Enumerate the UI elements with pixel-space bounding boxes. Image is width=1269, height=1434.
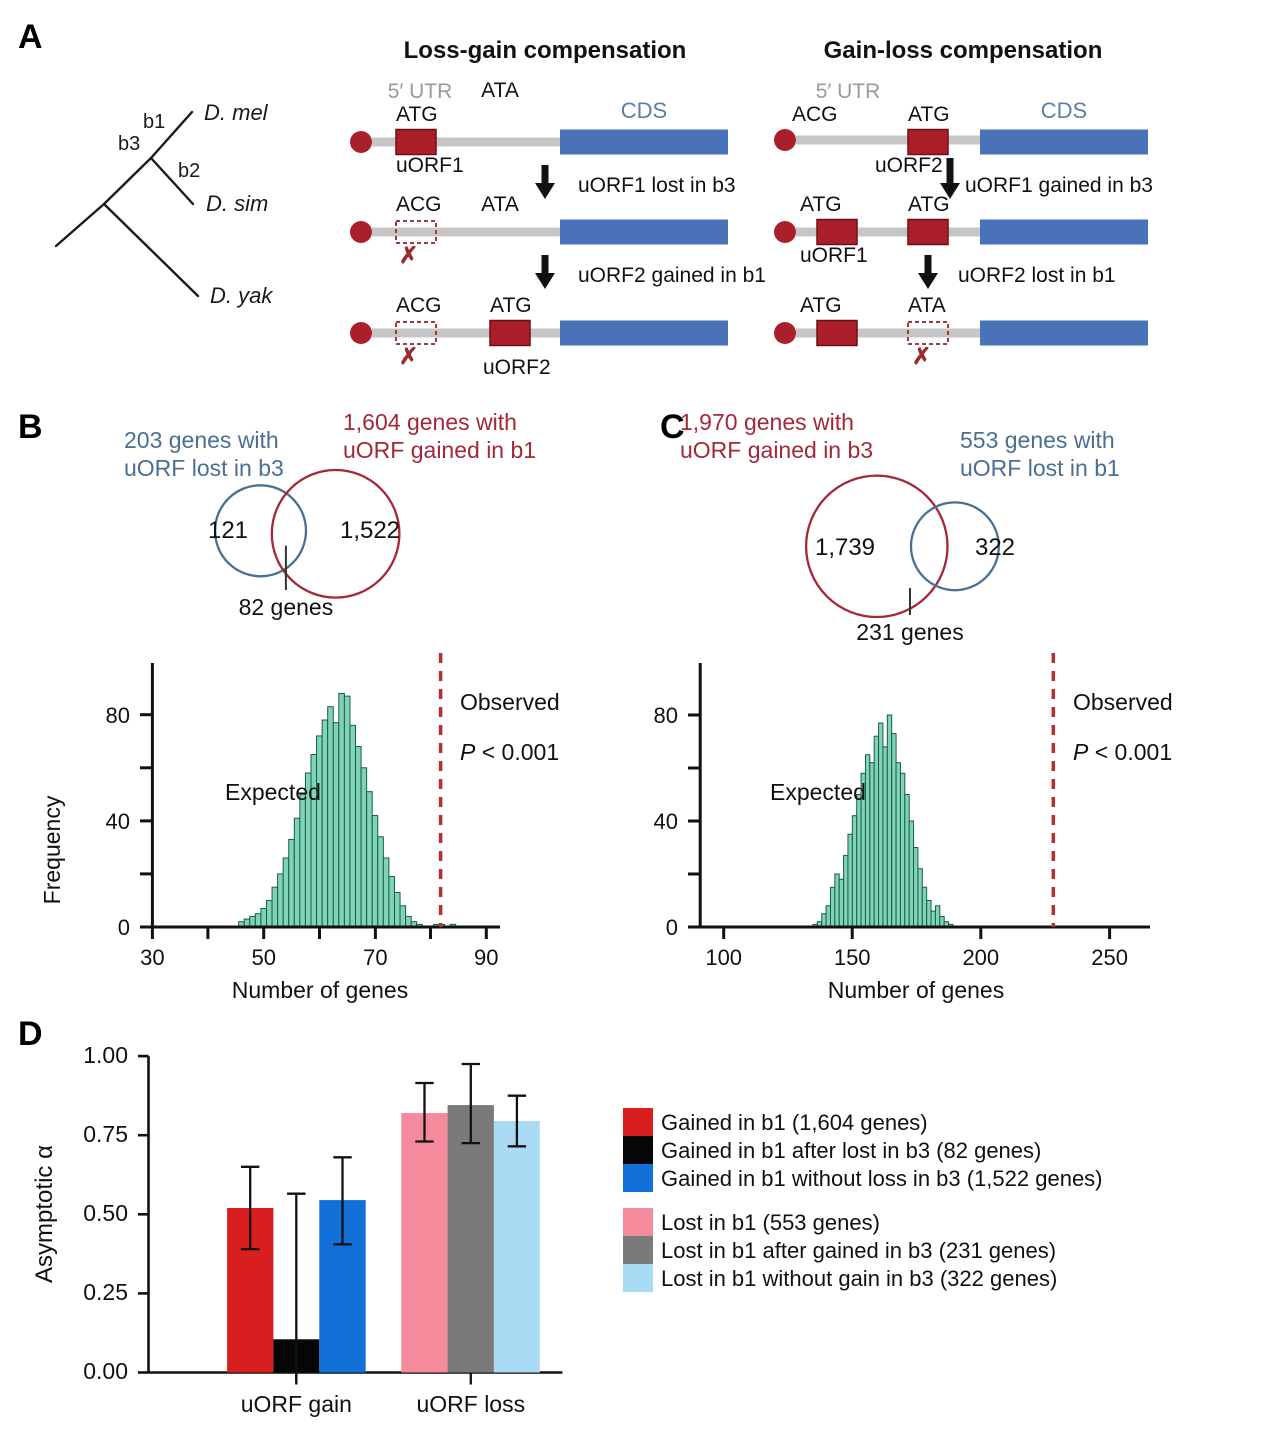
svg-text:40: 40	[654, 809, 678, 834]
svg-text:150: 150	[834, 945, 871, 970]
svg-text:Expected: Expected	[770, 779, 866, 805]
svg-text:0: 0	[118, 915, 130, 940]
svg-text:uORF loss: uORF loss	[416, 1391, 525, 1417]
svg-text:uORF gain: uORF gain	[241, 1391, 352, 1417]
svg-text:Gained in b1 without loss in b: Gained in b1 without loss in b3 (1,522 g…	[661, 1166, 1103, 1191]
svg-text:80: 80	[654, 703, 678, 728]
svg-text:5′ UTR: 5′ UTR	[388, 80, 453, 103]
svg-text:5′ UTR: 5′ UTR	[816, 80, 881, 103]
svg-text:0.75: 0.75	[83, 1121, 128, 1147]
svg-text:0: 0	[666, 915, 678, 940]
svg-text:ATA: ATA	[481, 193, 519, 216]
svg-text:CDS: CDS	[621, 98, 667, 123]
svg-text:0.50: 0.50	[83, 1200, 128, 1226]
svg-text:40: 40	[106, 809, 130, 834]
svg-text:30: 30	[140, 945, 164, 970]
svg-text:200: 200	[962, 945, 999, 970]
svg-text:Lost in b1 without gain in b3: Lost in b1 without gain in b3 (322 genes…	[661, 1266, 1057, 1291]
svg-text:ATG: ATG	[396, 103, 438, 126]
svg-text:P < 0.001: P < 0.001	[1073, 739, 1172, 765]
svg-text:Expected: Expected	[225, 779, 321, 805]
svg-text:0.25: 0.25	[83, 1279, 128, 1305]
svg-text:ATG: ATG	[908, 103, 950, 126]
svg-text:250: 250	[1091, 945, 1128, 970]
svg-text:0.00: 0.00	[83, 1358, 128, 1384]
svg-text:ACG: ACG	[396, 193, 442, 216]
svg-text:82 genes: 82 genes	[239, 594, 334, 620]
svg-text:Lost in b1 after gained in b3: Lost in b1 after gained in b3 (231 genes…	[661, 1238, 1056, 1263]
svg-text:Loss-gain compensation: Loss-gain compensation	[404, 37, 687, 64]
svg-text:uORF1 gained in b3: uORF1 gained in b3	[965, 174, 1153, 197]
svg-text:Gained in b1 (1,604 genes): Gained in b1 (1,604 genes)	[661, 1110, 928, 1135]
svg-text:1.00: 1.00	[83, 1042, 128, 1068]
svg-text:ATA: ATA	[908, 294, 946, 317]
svg-text:Lost in b1 (553 genes): Lost in b1 (553 genes)	[661, 1210, 880, 1235]
svg-text:P < 0.001: P < 0.001	[460, 739, 559, 765]
svg-text:Frequency: Frequency	[39, 795, 65, 904]
svg-text:231 genes: 231 genes	[856, 619, 963, 645]
svg-text:uORF2: uORF2	[875, 154, 943, 177]
svg-text:uORF lost in b3: uORF lost in b3	[124, 455, 284, 481]
svg-text:✗: ✗	[399, 343, 418, 369]
svg-text:50: 50	[251, 945, 275, 970]
svg-text:1,604 genes with: 1,604 genes with	[343, 409, 517, 435]
svg-text:Asymptotic α: Asymptotic α	[31, 1145, 58, 1283]
svg-text:ACG: ACG	[792, 103, 838, 126]
svg-text:Gained in b1 after lost in b3: Gained in b1 after lost in b3 (82 genes)	[661, 1138, 1041, 1163]
svg-text:ATG: ATG	[490, 294, 532, 317]
svg-text:121: 121	[208, 517, 248, 544]
svg-text:ATG: ATG	[908, 193, 950, 216]
svg-text:Observed: Observed	[1073, 689, 1173, 715]
svg-text:1,970 genes with: 1,970 genes with	[680, 409, 854, 435]
svg-text:uORF gained in b1: uORF gained in b1	[343, 437, 536, 463]
svg-text:ACG: ACG	[396, 294, 442, 317]
svg-text:CDS: CDS	[1041, 98, 1087, 123]
svg-text:1,522: 1,522	[340, 517, 400, 544]
svg-text:553 genes with: 553 genes with	[960, 427, 1115, 453]
svg-text:uORF2: uORF2	[483, 356, 551, 379]
svg-text:80: 80	[106, 703, 130, 728]
svg-text:1,739: 1,739	[815, 534, 875, 561]
svg-text:70: 70	[363, 945, 387, 970]
svg-text:uORF2 lost in b1: uORF2 lost in b1	[958, 264, 1116, 287]
svg-text:✗: ✗	[399, 242, 418, 268]
svg-text:Observed: Observed	[460, 689, 560, 715]
svg-text:ATA: ATA	[481, 79, 519, 102]
svg-text:322: 322	[975, 534, 1015, 561]
svg-text:90: 90	[474, 945, 498, 970]
svg-text:uORF lost in b1: uORF lost in b1	[960, 455, 1120, 481]
svg-text:uORF1 lost in b3: uORF1 lost in b3	[578, 174, 736, 197]
svg-text:uORF2 gained in b1: uORF2 gained in b1	[578, 264, 766, 287]
svg-text:uORF1: uORF1	[396, 154, 464, 177]
svg-text:100: 100	[705, 945, 742, 970]
svg-text:uORF gained in b3: uORF gained in b3	[680, 437, 873, 463]
svg-text:uORF1: uORF1	[800, 244, 868, 267]
svg-text:✗: ✗	[912, 343, 931, 369]
svg-text:Gain-loss compensation: Gain-loss compensation	[824, 37, 1103, 64]
svg-text:ATG: ATG	[800, 294, 842, 317]
svg-text:ATG: ATG	[800, 193, 842, 216]
svg-text:203 genes with: 203 genes with	[124, 427, 279, 453]
